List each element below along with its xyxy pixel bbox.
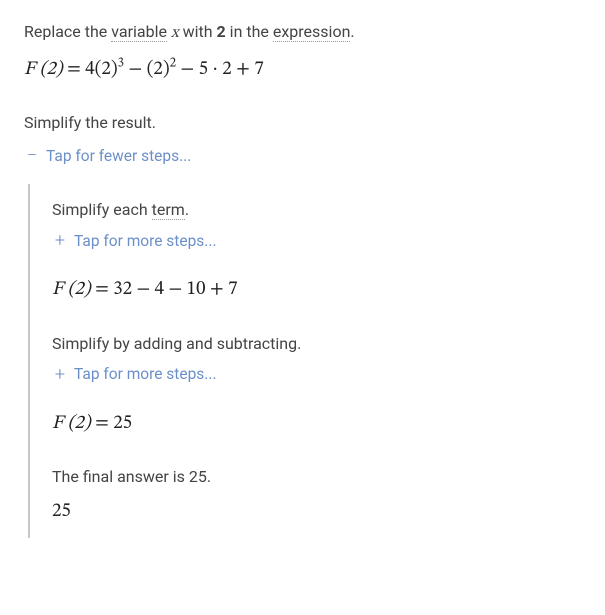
text-mid3: in the [226,22,273,41]
eq1-lhs: F (2) [24,60,63,79]
final-answer-value: 25 [52,497,581,527]
toggle-more-steps-1[interactable]: + Tap for more steps... [52,230,581,251]
link-expression[interactable]: expression [273,22,351,42]
text-mid2: with [179,22,217,41]
eq3-lhs: F (2) [52,414,91,433]
substep-simplify-each-term: Simplify each term. [52,198,581,222]
final-prefix: The final answer is [52,467,189,486]
link-term[interactable]: term [152,200,185,220]
step-simplify-result: Simplify the result. [24,111,581,135]
equation-2: F (2) = 32 − 4 − 10 + 7 [52,275,581,305]
eq1-eq: = [63,60,86,79]
toggle-fewer-label: Tap for fewer steps... [46,147,191,165]
equation-1: F (2) = 4(2)3 − (2)2 − 5 · 2 + 7 [24,55,581,85]
plus-icon: + [52,230,68,251]
link-variable[interactable]: variable [111,22,167,42]
eq2-eq: = [91,280,114,299]
eq3-eq: = [91,414,114,433]
text-prefix: Replace the [24,22,111,41]
toggle-fewer-steps[interactable]: − Tap for fewer steps... [24,145,581,166]
final-answer-text: The final answer is 25. [52,465,581,489]
eq1-t1: 4(2) [85,60,117,79]
toggle-more2-label: Tap for more steps... [74,365,217,383]
minus-icon: − [24,145,40,166]
text-suffix: . [350,22,354,41]
toggle-more-steps-2[interactable]: + Tap for more steps... [52,364,581,385]
plus-icon: + [52,364,68,385]
substep1-prefix: Simplify each [52,200,152,219]
final-suffix: . [207,467,211,486]
eq3-rhs: 25 [113,414,132,433]
eq1-tail: − 5 · 2 + 7 [176,60,264,79]
variable-x: x [171,25,179,41]
substep1-suffix: . [185,200,189,219]
substep-add-subtract: Simplify by adding and subtracting. [52,332,581,356]
value-2: 2 [217,22,226,41]
eq1-m1: − (2) [124,60,170,79]
eq2-rhs: 32 − 4 − 10 + 7 [113,280,237,299]
step-replace-variable: Replace the variable x with 2 in the exp… [24,20,581,45]
final-value: 25 [189,467,207,486]
toggle-more1-label: Tap for more steps... [74,232,217,250]
eq2-lhs: F (2) [52,280,91,299]
equation-3: F (2) = 25 [52,409,581,439]
nested-steps: Simplify each term. + Tap for more steps… [28,184,581,537]
